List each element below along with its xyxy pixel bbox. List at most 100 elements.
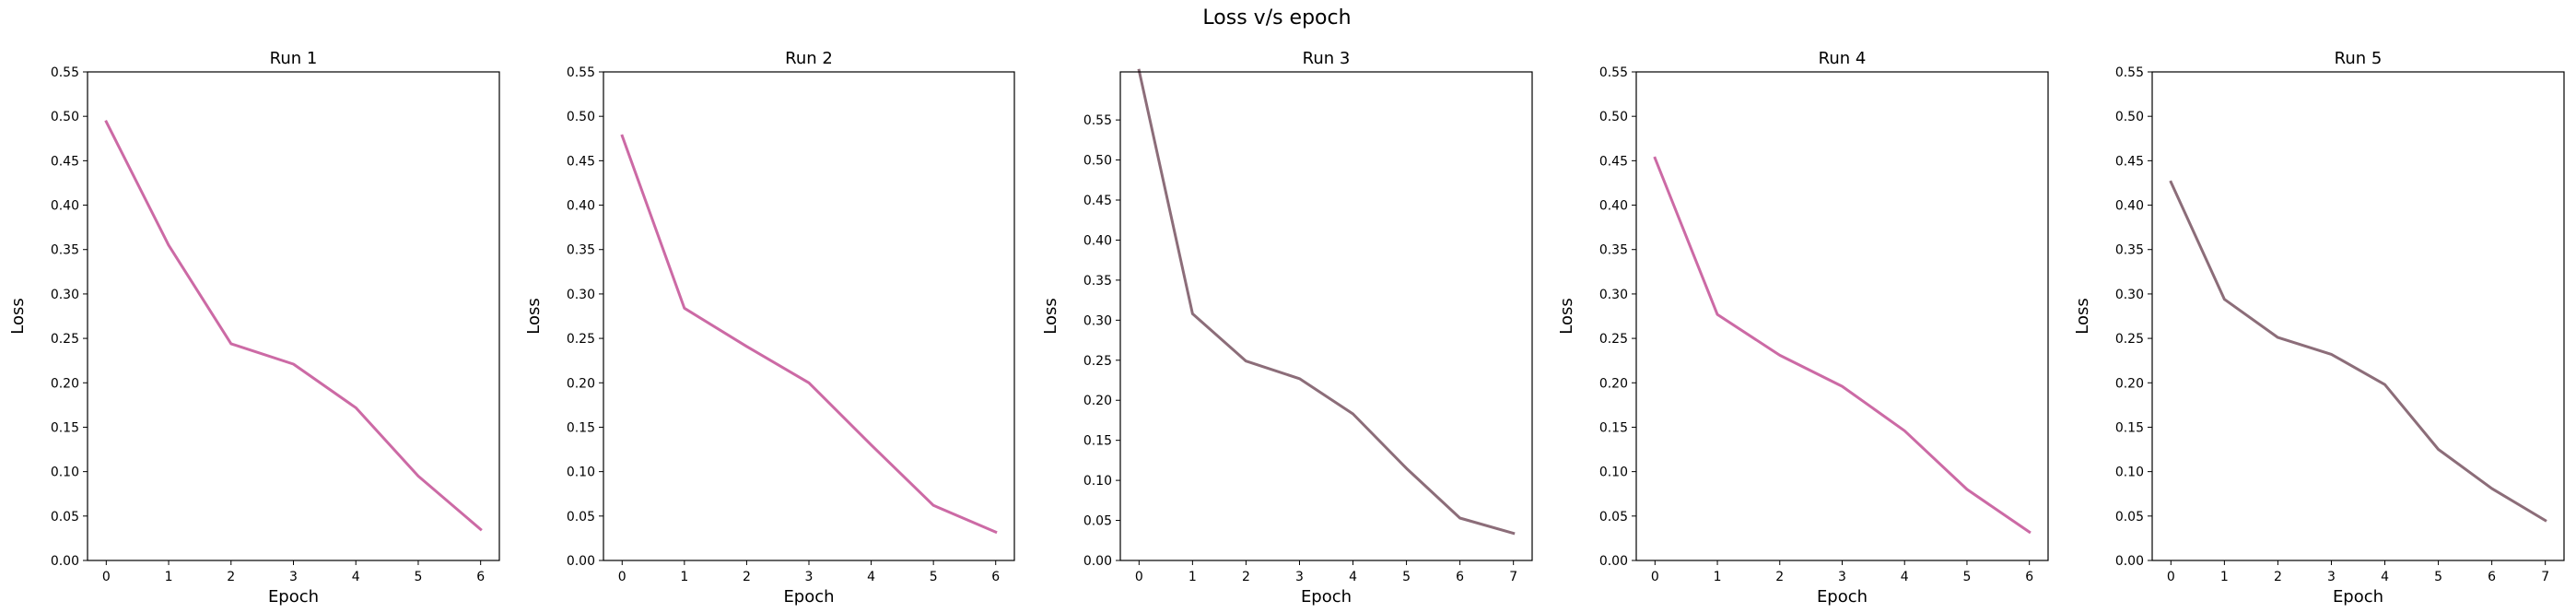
y-tick-label: 0.15 (2115, 420, 2144, 435)
y-tick-label: 0.30 (567, 288, 595, 302)
x-tick-label: 0 (1135, 570, 1143, 584)
y-tick-label: 0.15 (567, 420, 595, 435)
y-tick-label: 0.10 (1599, 466, 1628, 480)
y-axis-label: Loss (2073, 298, 2092, 334)
y-tick-label: 0.35 (1083, 274, 1112, 289)
y-tick-label: 0.55 (567, 65, 595, 80)
axes-frame (1119, 71, 1533, 561)
x-axis-label: Epoch (268, 587, 319, 607)
y-tick-label: 0.15 (1599, 420, 1628, 435)
y-tick-label: 0.30 (51, 288, 79, 302)
y-tick-label: 0.05 (2115, 510, 2144, 525)
x-tick-label: 2 (743, 570, 751, 584)
loss-line (1653, 156, 2032, 535)
y-tick-label: 0.50 (567, 110, 595, 124)
y-tick-label: 0.55 (1083, 113, 1112, 128)
x-tick-label: 1 (165, 570, 173, 584)
loss-line (620, 134, 998, 535)
y-tick-label: 0.20 (1599, 376, 1628, 391)
y-tick-label: 0.35 (51, 243, 79, 258)
y-tick-label: 0.10 (567, 466, 595, 480)
y-tick-label: 0.40 (2115, 199, 2144, 214)
y-tick-label: 0.40 (567, 199, 595, 214)
y-tick-label: 0.25 (1083, 354, 1112, 369)
x-tick-label: 0 (102, 570, 111, 584)
y-tick-label: 0.40 (1599, 199, 1628, 214)
x-tick-label: 3 (1295, 570, 1304, 584)
x-tick-label: 6 (1456, 570, 1464, 584)
x-axis-label: Epoch (783, 587, 834, 607)
axes-frame (87, 71, 500, 561)
x-tick-label: 5 (1402, 570, 1411, 584)
x-tick-label: 0 (1651, 570, 1659, 584)
subplot-5: 0 1 2 3 4 5 6 7 0.00 0.05 0.10 0.15 0.20 0.25 0.30 0.35… (2073, 49, 2565, 607)
subplot-title: Run 5 (2335, 49, 2383, 68)
x-tick-label: 6 (2488, 570, 2496, 584)
y-tick-label: 0.15 (51, 420, 79, 435)
subplot-title: Run 4 (1819, 49, 1867, 68)
x-tick-label: 0 (2167, 570, 2175, 584)
x-tick-label: 6 (476, 570, 485, 584)
y-tick-label: 0.55 (51, 65, 79, 80)
y-tick-label: 0.45 (2115, 154, 2144, 169)
y-tick-label: 0.40 (51, 199, 79, 214)
y-tick-label: 0.55 (2115, 65, 2144, 80)
y-tick-label: 0.05 (1599, 510, 1628, 525)
axes-frame (1635, 71, 2049, 561)
y-tick-label: 0.45 (567, 154, 595, 169)
x-tick-label: 3 (289, 570, 298, 584)
x-tick-label: 5 (2434, 570, 2442, 584)
y-tick-label: 0.30 (1599, 288, 1628, 302)
x-axis-label: Epoch (1301, 587, 1352, 607)
y-tick-label: 0.05 (567, 510, 595, 525)
subplot-title: Run 1 (270, 49, 318, 68)
y-axis-label: Loss (8, 298, 28, 334)
x-tick-label: 1 (680, 570, 688, 584)
y-tick-label: 0.25 (51, 332, 79, 347)
x-tick-label: 7 (1509, 570, 1517, 584)
subplot-2: 0 1 2 3 4 5 6 0.00 0.05 0.10 0.15 0.20 0.25 0.30 0.35 0… (524, 49, 1015, 607)
y-axis-label: Loss (1041, 298, 1060, 334)
y-tick-label: 0.45 (1083, 194, 1112, 208)
y-tick-label: 0.35 (2115, 243, 2144, 258)
y-tick-label: 0.15 (1083, 434, 1112, 449)
subplot-4: 0 1 2 3 4 5 6 0.00 0.05 0.10 0.15 0.20 0.25 0.30 0.35 0… (1557, 49, 2049, 607)
loss-line (1137, 68, 1516, 536)
x-tick-label: 4 (1901, 570, 1909, 584)
y-tick-label: 0.10 (1083, 474, 1112, 489)
x-tick-label: 5 (930, 570, 938, 584)
y-tick-label: 0.30 (2115, 288, 2144, 302)
x-tick-label: 0 (618, 570, 626, 584)
figure-suptitle: Loss v/s epoch (1202, 6, 1351, 29)
x-axis-label: Epoch (1817, 587, 1868, 607)
y-tick-label: 0.10 (51, 466, 79, 480)
x-tick-label: 2 (227, 570, 235, 584)
y-tick-label: 0.35 (567, 243, 595, 258)
loss-line (104, 119, 483, 532)
x-tick-label: 7 (2541, 570, 2549, 584)
y-tick-label: 0.00 (51, 554, 79, 569)
x-tick-label: 1 (1188, 570, 1197, 584)
subplot-title: Run 2 (785, 49, 833, 68)
x-tick-label: 2 (1775, 570, 1784, 584)
x-tick-label: 2 (2274, 570, 2282, 584)
y-tick-label: 0.55 (1599, 65, 1628, 80)
y-tick-label: 0.10 (2115, 466, 2144, 480)
x-tick-label: 4 (352, 570, 360, 584)
x-tick-label: 1 (2220, 570, 2229, 584)
subplot-3: 0 1 2 3 4 5 6 7 0.00 0.05 0.10 0.15 0.20 0.25 0.30 0.35… (1041, 49, 1533, 607)
y-tick-label: 0.25 (2115, 332, 2144, 347)
y-tick-label: 0.25 (1599, 332, 1628, 347)
y-tick-label: 0.50 (51, 110, 79, 124)
subplot-1: 0 1 2 3 4 5 6 0.00 0.05 0.10 0.15 0.20 0.25 0.30 0.35 0… (8, 49, 500, 607)
y-tick-label: 0.20 (2115, 376, 2144, 391)
y-tick-label: 0.20 (1083, 394, 1112, 408)
y-axis-label: Loss (1557, 298, 1576, 334)
axes-frame (2151, 71, 2565, 561)
x-tick-label: 5 (414, 570, 422, 584)
x-tick-label: 2 (1242, 570, 1250, 584)
y-tick-label: 0.20 (51, 376, 79, 391)
x-tick-label: 6 (2025, 570, 2033, 584)
y-axis-label: Loss (524, 298, 544, 334)
